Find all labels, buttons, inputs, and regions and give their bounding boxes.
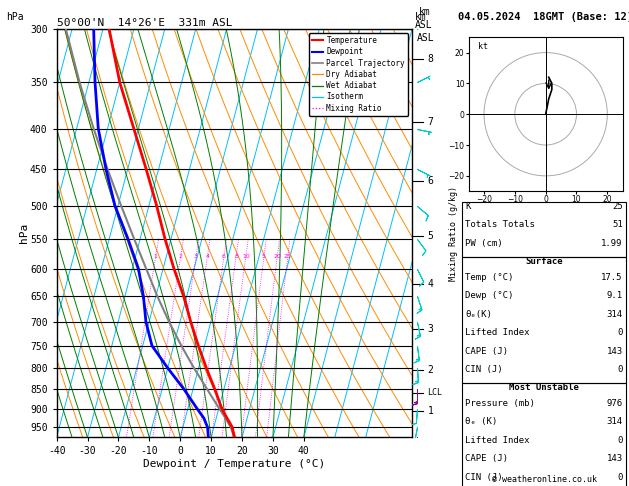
X-axis label: Dewpoint / Temperature (°C): Dewpoint / Temperature (°C)	[143, 459, 325, 469]
Text: 25: 25	[284, 254, 292, 260]
Text: © weatheronline.co.uk: © weatheronline.co.uk	[492, 474, 596, 484]
Text: ASL: ASL	[416, 33, 434, 43]
Text: 9.1: 9.1	[606, 291, 623, 300]
Text: 1.99: 1.99	[601, 239, 623, 248]
Text: CIN (J): CIN (J)	[465, 473, 503, 482]
Text: ASL: ASL	[415, 20, 433, 30]
Text: 314: 314	[606, 417, 623, 427]
Text: CIN (J): CIN (J)	[465, 365, 503, 374]
Text: 314: 314	[606, 310, 623, 319]
Text: 51: 51	[612, 220, 623, 229]
Text: 3: 3	[428, 324, 433, 334]
Text: km: km	[415, 12, 427, 22]
Text: K: K	[465, 202, 471, 211]
Text: 143: 143	[606, 454, 623, 464]
Text: 2: 2	[179, 254, 182, 260]
Text: Dewp (°C): Dewp (°C)	[465, 291, 514, 300]
Text: 1: 1	[428, 406, 433, 416]
Text: Temp (°C): Temp (°C)	[465, 273, 514, 282]
Text: CAPE (J): CAPE (J)	[465, 347, 508, 356]
Text: Pressure (mb): Pressure (mb)	[465, 399, 535, 408]
Text: 25: 25	[612, 202, 623, 211]
Text: kt: kt	[478, 42, 488, 52]
Text: 10: 10	[242, 254, 250, 260]
Text: 5: 5	[428, 231, 433, 241]
Text: 6: 6	[222, 254, 226, 260]
Text: 5: 5	[262, 254, 266, 260]
Legend: Temperature, Dewpoint, Parcel Trajectory, Dry Adiabat, Wet Adiabat, Isotherm, Mi: Temperature, Dewpoint, Parcel Trajectory…	[309, 33, 408, 116]
Text: 6: 6	[428, 176, 433, 186]
Text: 50°00'N  14°26'E  331m ASL: 50°00'N 14°26'E 331m ASL	[57, 18, 232, 28]
Text: LCL: LCL	[428, 388, 442, 398]
Text: 0: 0	[617, 473, 623, 482]
Text: 0: 0	[617, 365, 623, 374]
Text: 4: 4	[428, 279, 433, 289]
Text: θₑ (K): θₑ (K)	[465, 417, 498, 427]
Text: 976: 976	[606, 399, 623, 408]
Text: Mixing Ratio (g/kg): Mixing Ratio (g/kg)	[449, 186, 459, 281]
Text: 20: 20	[273, 254, 281, 260]
Text: Surface: Surface	[525, 257, 563, 266]
Text: 7: 7	[428, 118, 433, 127]
Text: km: km	[420, 7, 431, 17]
Text: hPa: hPa	[6, 12, 24, 22]
Y-axis label: hPa: hPa	[19, 223, 28, 243]
Text: 1: 1	[153, 254, 157, 260]
Text: 8: 8	[234, 254, 238, 260]
Text: Totals Totals: Totals Totals	[465, 220, 535, 229]
Text: PW (cm): PW (cm)	[465, 239, 503, 248]
Text: θₑ(K): θₑ(K)	[465, 310, 493, 319]
Text: 0: 0	[617, 436, 623, 445]
Text: 0: 0	[617, 328, 623, 337]
Text: Lifted Index: Lifted Index	[465, 328, 530, 337]
Text: Lifted Index: Lifted Index	[465, 436, 530, 445]
Text: CAPE (J): CAPE (J)	[465, 454, 508, 464]
Text: 17.5: 17.5	[601, 273, 623, 282]
Text: 4: 4	[205, 254, 209, 260]
Text: 04.05.2024  18GMT (Base: 12): 04.05.2024 18GMT (Base: 12)	[458, 12, 629, 22]
Text: 3: 3	[194, 254, 198, 260]
Text: 143: 143	[606, 347, 623, 356]
Text: Most Unstable: Most Unstable	[509, 383, 579, 393]
Text: 2: 2	[428, 365, 433, 375]
Text: 8: 8	[428, 54, 433, 64]
